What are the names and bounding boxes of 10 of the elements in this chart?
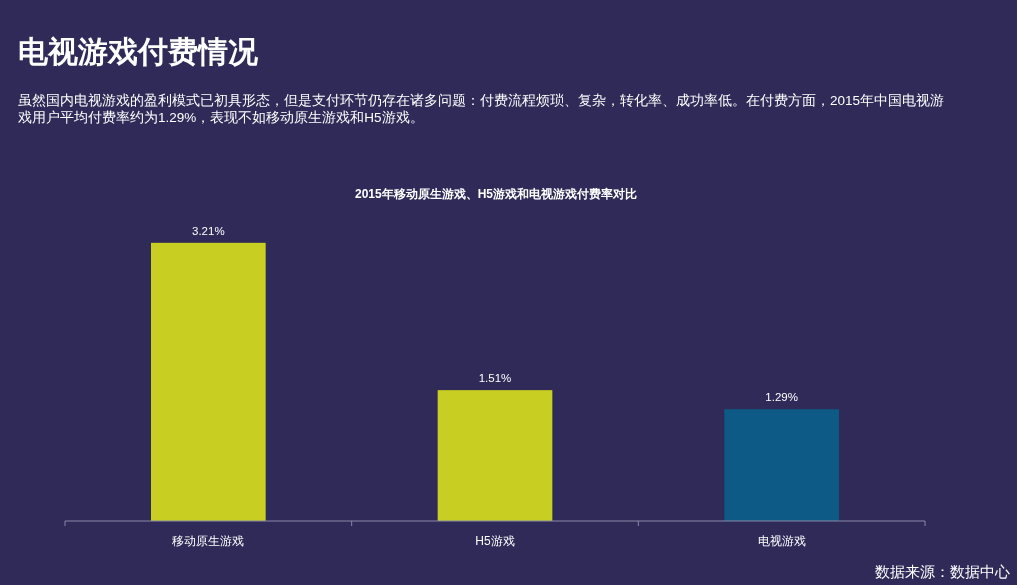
x-tick: 电视游戏 [757,534,806,548]
data-label: 1.51% [478,372,512,385]
x-tick: H5游戏 [475,534,515,548]
x-tick: 移动原生游戏 [172,534,245,548]
data-label: 3.21% [192,224,225,237]
intro: 虽然国内电视游戏的盈利模式已初具形态，但是支付环节仍存在诸多问题：付费流程烦琐、复杂，转化率、成功率低。在付费方面，2015年中国电视游戏用户平均付费率约为1.29%，表现不如移动原生游戏和H5游戏。 [18,93,945,125]
data-label: 1.29% [765,391,798,404]
source: 数据来源：数据中心 [875,564,1010,580]
heading: 电视游戏付费情况 [18,35,258,68]
title: 2015年移动原生游戏、H5游戏和电视游戏付费率对比 [355,187,637,201]
